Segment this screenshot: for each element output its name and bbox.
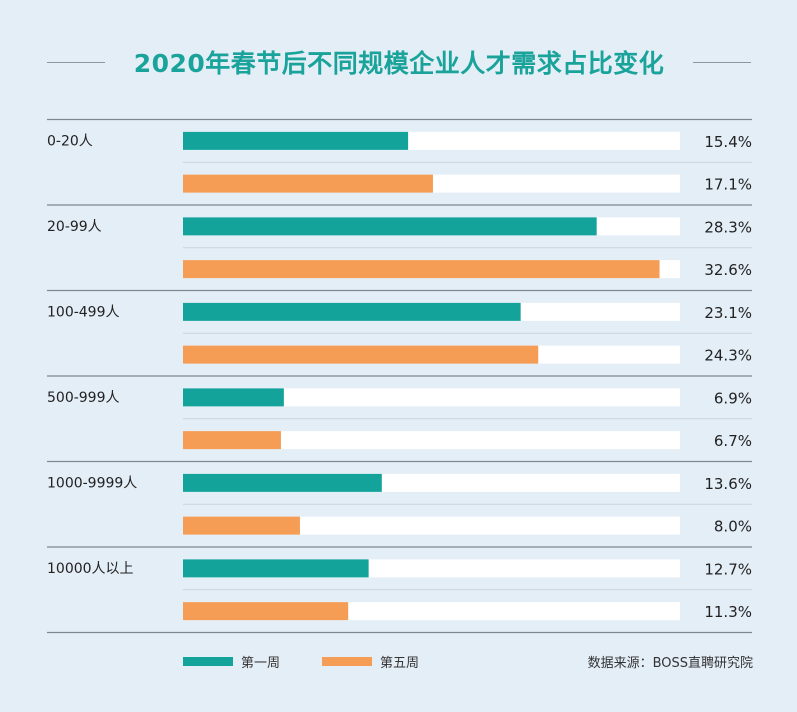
- bar-week1: [183, 302, 521, 321]
- value-label: 15.4%: [704, 133, 752, 151]
- value-label: 6.9%: [714, 389, 752, 407]
- bar-week5: [183, 431, 281, 450]
- value-label: 28.3%: [704, 218, 752, 236]
- category-label: 0-20人: [47, 134, 93, 150]
- value-label: 13.6%: [704, 475, 752, 493]
- legend-item-week1: 第一周: [183, 652, 280, 672]
- legend-label-week5: 第五周: [380, 656, 420, 671]
- value-label: 23.1%: [704, 304, 752, 322]
- bar-track: [183, 431, 680, 450]
- value-label: 11.3%: [704, 603, 752, 621]
- value-label: 32.6%: [704, 261, 752, 279]
- bar-week5: [183, 602, 349, 621]
- source-note: 数据来源：BOSS直聘研究院: [587, 656, 753, 671]
- category-label: 10000人以上: [47, 561, 134, 577]
- legend-swatch-week5: [322, 657, 372, 666]
- value-label: 8.0%: [714, 518, 752, 536]
- bar-week5: [183, 260, 660, 279]
- legend-label-week1: 第一周: [241, 656, 281, 671]
- category-label: 500-999人: [47, 390, 120, 406]
- title-rule-left: [47, 62, 105, 63]
- category-label: 20-99人: [47, 219, 102, 235]
- bar-week1: [183, 131, 409, 150]
- value-label: 12.7%: [704, 560, 752, 578]
- category-label: 100-499人: [47, 305, 120, 321]
- legend-item-week5: 第五周: [322, 652, 419, 672]
- bar-track: [183, 388, 680, 407]
- title-rule-right: [693, 62, 751, 63]
- value-label: 6.7%: [714, 432, 752, 450]
- bar-week1: [183, 388, 284, 407]
- value-label: 24.3%: [704, 347, 752, 365]
- title-area: 2020年春节后不同规模企业人才需求占比变化: [0, 40, 797, 84]
- legend-swatch-week1: [183, 657, 233, 666]
- bar-week5: [183, 174, 433, 193]
- bar-track: [183, 516, 680, 535]
- value-label: 17.1%: [704, 176, 752, 194]
- chart-title: 2020年春节后不同规模企业人才需求占比变化: [133, 49, 665, 78]
- bar-week5: [183, 345, 539, 364]
- bar-week1: [183, 217, 597, 236]
- bar-week1: [183, 559, 369, 578]
- category-label: 1000-9999人: [47, 476, 137, 492]
- bar-week5: [183, 516, 300, 535]
- bar-week1: [183, 473, 382, 492]
